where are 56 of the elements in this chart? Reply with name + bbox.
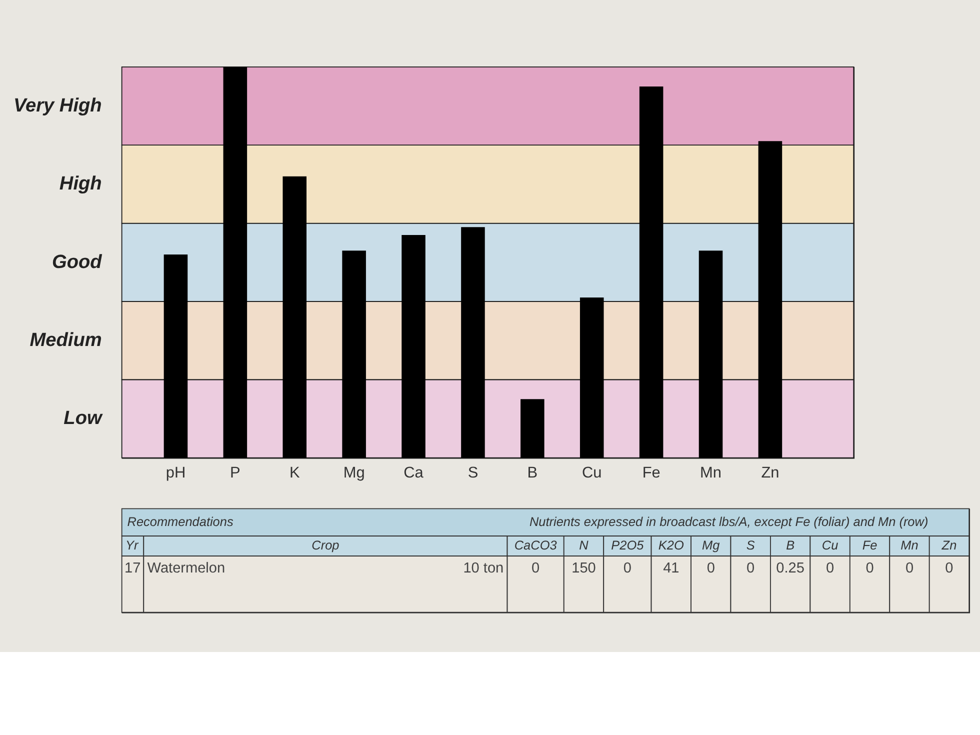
data-label: 0 (623, 560, 632, 576)
x-tick-label: K (289, 464, 300, 482)
x-tick-label: S (468, 464, 478, 482)
category-label: S (746, 538, 756, 553)
bar (758, 141, 782, 458)
text: 10 ton (463, 560, 504, 576)
category-label: B (786, 538, 796, 553)
x-tick-label: Fe (642, 464, 660, 482)
x-tick-label: pH (166, 464, 186, 482)
category-label: CaCO3 (514, 538, 557, 553)
data-label: 150 (572, 560, 596, 576)
band-label: High (59, 174, 102, 195)
bar (639, 86, 664, 458)
text: Yr (125, 538, 139, 553)
data-label: 41 (663, 560, 680, 576)
bar (698, 250, 723, 458)
x-tick-label: Ca (404, 464, 424, 482)
bar (402, 235, 426, 458)
category-label: Zn (940, 538, 957, 553)
category-label: Mn (900, 538, 918, 553)
bar (282, 176, 307, 458)
data-label: 0 (532, 560, 540, 576)
data-label: 0 (945, 560, 954, 576)
data-label: 0.25 (776, 560, 804, 576)
band-label: Good (52, 252, 102, 273)
x-tick-label: B (527, 464, 538, 482)
x-tick-label: Zn (761, 464, 780, 482)
category-label: K2O (658, 538, 684, 553)
text: Crop (312, 538, 340, 553)
band-label: Low (64, 408, 103, 430)
data-label: 0 (746, 560, 755, 576)
data-label: 0 (866, 560, 874, 576)
bar (164, 254, 188, 458)
category-label: N (579, 538, 590, 553)
x-tick-label: Mg (343, 464, 365, 482)
data-label: 0 (706, 560, 715, 576)
x-tick-label: P (230, 464, 240, 482)
bar (580, 298, 604, 458)
category-label: Mg (702, 538, 720, 553)
data-label: 0 (905, 560, 914, 576)
x-tick-label: Cu (582, 464, 602, 482)
text: Nutrients expressed in broadcast lbs/A, except Fe (foliar) and Mn (row) (529, 514, 928, 529)
category-label: Fe (862, 538, 878, 553)
bar (461, 227, 485, 458)
text: Watermelon (147, 560, 226, 576)
category-label: P2O5 (611, 538, 645, 553)
category-label: Cu (822, 538, 838, 553)
bar (520, 399, 544, 458)
bar (342, 250, 366, 458)
text: 17 (124, 560, 141, 576)
bar (223, 66, 248, 458)
data-label: 0 (826, 560, 834, 576)
band-label: Very High (13, 95, 102, 116)
x-tick-label: Mn (700, 464, 722, 482)
band-label: Medium (30, 330, 102, 351)
text: Recommendations (127, 514, 234, 529)
